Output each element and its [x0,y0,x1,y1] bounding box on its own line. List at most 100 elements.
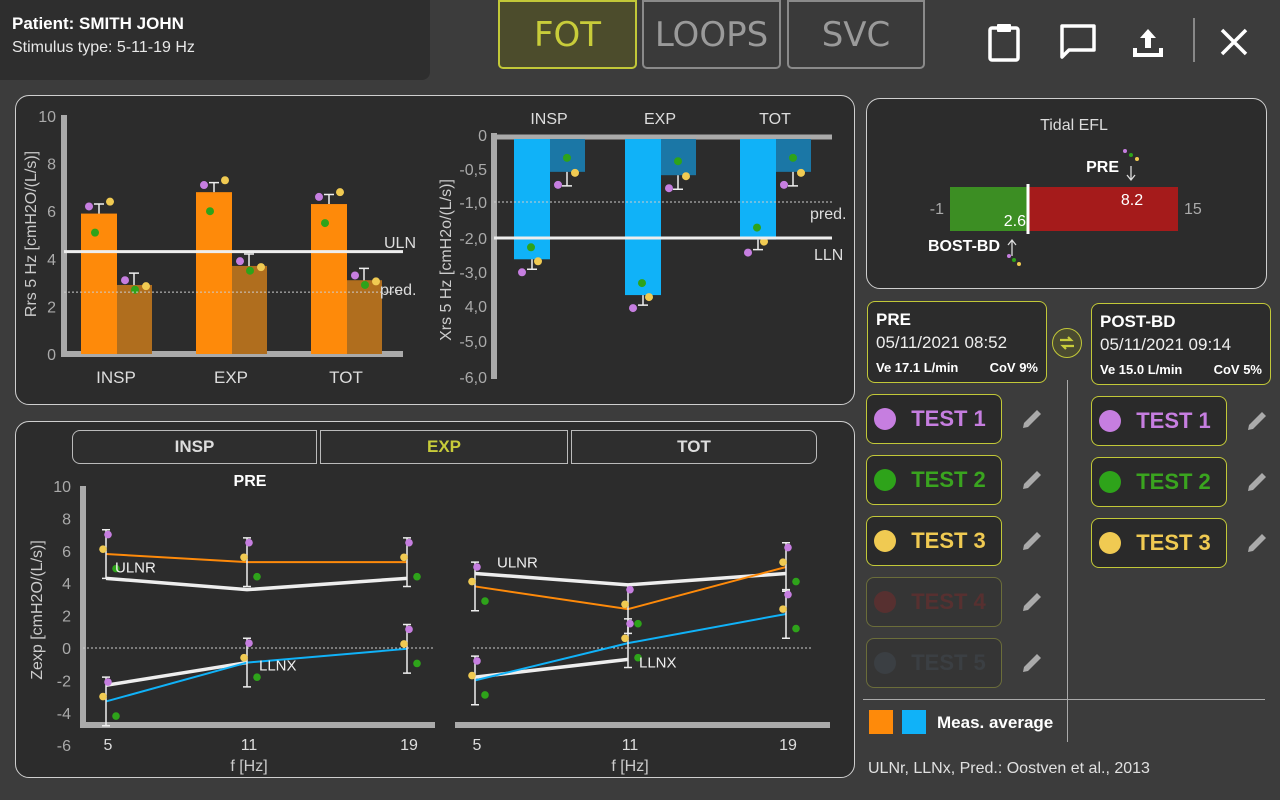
pre-test-1-button[interactable]: TEST 1 [866,394,1002,444]
upload-icon [1133,29,1163,57]
swap-button[interactable] [1052,328,1082,358]
post-edit-test-2-button[interactable] [1243,468,1271,496]
zexp-x-tick: 19 [779,737,797,754]
efl-min: -1 [930,201,944,218]
pencil-icon [1023,410,1041,428]
post-edit-test-3-button[interactable] [1243,529,1271,557]
patient-header: Patient: SMITH JOHN Stimulus type: 5-11-… [0,0,430,80]
zexp-test-dot [112,712,120,720]
test-color-dot [1099,471,1121,493]
tidal-efl-panel [866,98,1267,289]
tab-loops[interactable]: LOOPS [642,0,781,69]
session-divider [1067,380,1068,742]
zexp-error-bar [624,618,632,669]
post-test-1-button[interactable]: TEST 1 [1091,396,1227,446]
zexp-test-dot [405,625,413,634]
zexp-x-label: f [Hz] [611,758,648,775]
pre-test-2-button[interactable]: TEST 2 [866,455,1002,505]
session-pre-card[interactable]: PRE 05/11/2021 08:52 Ve 17.1 L/min CoV 9% [867,301,1047,383]
zexp-test-dot [621,600,629,609]
pre-edit-test-1-button[interactable] [1018,405,1046,433]
xrs-y-tick: -1,0 [459,195,487,212]
xrs-test-dot [682,172,690,181]
xrs-pred-label: pred. [810,206,846,223]
zexp-y-tick: 4 [62,576,71,593]
zexp-y-tick: 10 [53,479,71,496]
zexp-y-label: Zexp [cmH2O/(L/s)] [29,540,46,680]
rrs-test-dot [200,181,208,190]
test-label: TEST 3 [911,528,986,553]
segment-exp[interactable]: EXP [320,430,568,464]
xrs-x-tick: INSP [530,111,567,128]
zexp-x-tick: 5 [473,737,482,754]
rrs-test-dot [206,207,214,216]
post-edit-test-1-button[interactable] [1243,407,1271,435]
test-color-dot [874,591,896,613]
zexp-test-dot [792,577,800,586]
pre-test-5-button[interactable]: TEST 5 [866,638,1002,688]
pre-edit-test-3-button[interactable] [1018,527,1046,555]
zexp-error-bar [102,676,110,727]
rrs-y-tick: 4 [47,252,56,269]
xrs-error-bar [673,175,683,190]
rrs-test-dot [257,263,265,272]
tidal-efl-chart: Tidal EFL -1 15 2.6 8.2 PRE BOST-BD [928,117,1202,266]
pre-test-3-button[interactable]: TEST 3 [866,516,1002,566]
xrs-y-tick: -5,0 [459,334,487,351]
zexp-test-dot [634,619,642,628]
post-test-2-button[interactable]: TEST 2 [1091,457,1227,507]
efl-pre-label: PRE [1086,159,1119,176]
zexp-test-dot [245,639,253,647]
xrs-test-dot [744,248,752,257]
zexp-test-dot [784,543,792,552]
zexp-test-dot [784,590,792,599]
pre-edit-test-2-button[interactable] [1018,466,1046,494]
close-button[interactable] [1212,20,1256,64]
zexp-y-tick: 8 [62,511,71,528]
comment-button[interactable] [1056,20,1100,64]
xrs-bar-pre [514,139,550,260]
zexp-test-dot [481,597,489,605]
xrs-y-tick: -3,0 [459,265,487,282]
upload-button[interactable] [1126,20,1170,64]
tab-svc[interactable]: SVC [787,0,925,69]
zexp-test-dot [468,671,476,680]
rrs-test-dot [121,276,129,285]
efl-post-arrow-icon [1007,238,1017,256]
zexp-y-tick: -6 [57,738,71,755]
clipboard-button[interactable] [982,20,1026,64]
zexp-test-dot [481,691,489,699]
rrs-test-dot [221,176,229,185]
rrs-test-dot [142,282,150,291]
tab-fot[interactable]: FOT [498,0,637,69]
zexp-test-dot [400,640,408,648]
xrs-test-dot [629,304,637,313]
test-color-dot [874,652,896,674]
rrs-test-dot [246,266,254,275]
post-test-3-button[interactable]: TEST 3 [1091,518,1227,568]
rrs-test-dot [315,192,323,201]
efl-max: 15 [1184,201,1202,218]
pencil-icon [1023,593,1041,611]
patient-name: Patient: SMITH JOHN [12,14,184,33]
rrs-error-bar [324,193,334,205]
zexp-uln-label: ULNR [497,554,538,571]
pre-test-4-button[interactable]: TEST 4 [866,577,1002,627]
session-pre-title: PRE [876,310,911,329]
legend-label: Meas. average [937,713,1054,732]
test-label: TEST 4 [911,589,986,614]
efl-pre-dot-3 [1135,157,1139,161]
toolbar-divider [1193,18,1195,62]
xrs-error-bar [562,171,572,187]
zexp-y-tick: 2 [62,609,71,626]
pre-edit-test-4-button[interactable] [1018,588,1046,616]
pre-edit-test-5-button[interactable] [1018,649,1046,677]
xrs-test-dot [789,153,797,162]
xrs-y-tick: 4,0 [465,299,487,316]
efl-post-label: BOST-BD [928,238,1000,255]
segment-insp[interactable]: INSP [72,430,317,464]
test-label: TEST 2 [911,467,986,492]
rrs-y-tick: 8 [47,157,56,174]
segment-tot[interactable]: TOT [571,430,817,464]
session-post-card[interactable]: POST-BD 05/11/2021 09:14 Ve 15.0 L/min Co… [1091,303,1271,385]
